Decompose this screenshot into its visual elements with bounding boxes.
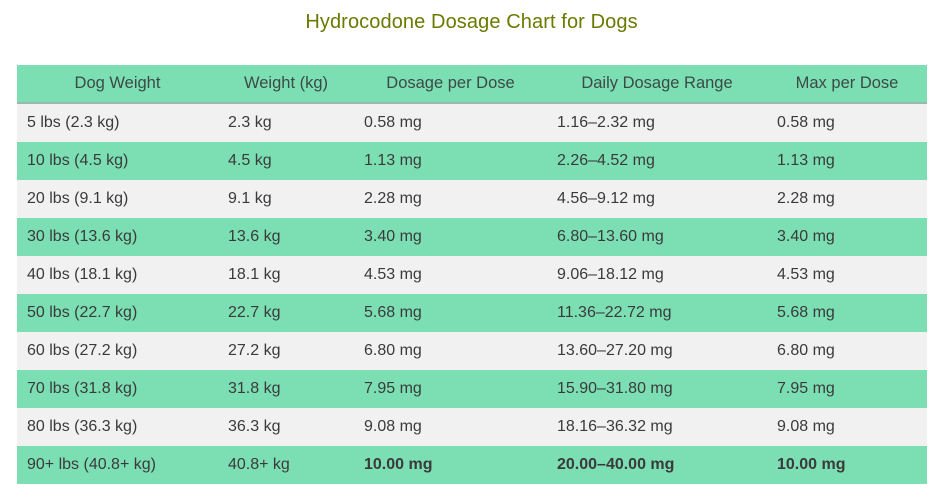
- cell-dosage-per-dose: 9.08 mg: [354, 408, 547, 446]
- cell-weight-kg: 13.6 kg: [218, 218, 354, 256]
- cell-dosage-per-dose: 5.68 mg: [354, 294, 547, 332]
- cell-dog-weight: 30 lbs (13.6 kg): [17, 218, 218, 256]
- cell-daily-dosage-range: 11.36–22.72 mg: [547, 294, 767, 332]
- table-row: 70 lbs (31.8 kg) 31.8 kg 7.95 mg 15.90–31.8…: [17, 370, 927, 408]
- cell-dosage-per-dose: 10.00 mg: [354, 446, 547, 484]
- cell-daily-dosage-range: 20.00–40.00 mg: [547, 446, 767, 484]
- cell-dosage-per-dose: 0.58 mg: [354, 103, 547, 142]
- cell-weight-kg: 31.8 kg: [218, 370, 354, 408]
- cell-dog-weight: 90+ lbs (40.8+ kg): [17, 446, 218, 484]
- table-row: 30 lbs (13.6 kg) 13.6 kg 3.40 mg 6.80–13.60…: [17, 218, 927, 256]
- header-row: Dog Weight Weight (kg) Dosage per Dose D…: [17, 65, 927, 104]
- cell-max-per-dose: 5.68 mg: [767, 294, 927, 332]
- cell-weight-kg: 27.2 kg: [218, 332, 354, 370]
- cell-dog-weight: 40 lbs (18.1 kg): [17, 256, 218, 294]
- cell-daily-dosage-range: 18.16–36.32 mg: [547, 408, 767, 446]
- cell-weight-kg: 2.3 kg: [218, 103, 354, 142]
- cell-max-per-dose: 1.13 mg: [767, 142, 927, 180]
- cell-dog-weight: 50 lbs (22.7 kg): [17, 294, 218, 332]
- dosage-table: Dog Weight Weight (kg) Dosage per Dose D…: [17, 65, 927, 484]
- column-header-max-per-dose: Max per Dose: [767, 65, 927, 104]
- cell-daily-dosage-range: 15.90–31.80 mg: [547, 370, 767, 408]
- cell-weight-kg: 36.3 kg: [218, 408, 354, 446]
- cell-dog-weight: 60 lbs (27.2 kg): [17, 332, 218, 370]
- cell-daily-dosage-range: 2.26–4.52 mg: [547, 142, 767, 180]
- cell-daily-dosage-range: 9.06–18.12 mg: [547, 256, 767, 294]
- column-header-daily-dosage-range: Daily Dosage Range: [547, 65, 767, 104]
- cell-daily-dosage-range: 1.16–2.32 mg: [547, 103, 767, 142]
- table-row: 20 lbs (9.1 kg) 9.1 kg 2.28 mg 4.56–9.12 mg…: [17, 180, 927, 218]
- cell-dog-weight: 70 lbs (31.8 kg): [17, 370, 218, 408]
- cell-dosage-per-dose: 7.95 mg: [354, 370, 547, 408]
- cell-dog-weight: 80 lbs (36.3 kg): [17, 408, 218, 446]
- cell-dosage-per-dose: 6.80 mg: [354, 332, 547, 370]
- cell-weight-kg: 9.1 kg: [218, 180, 354, 218]
- cell-max-per-dose: 3.40 mg: [767, 218, 927, 256]
- cell-daily-dosage-range: 13.60–27.20 mg: [547, 332, 767, 370]
- cell-weight-kg: 18.1 kg: [218, 256, 354, 294]
- cell-dosage-per-dose: 2.28 mg: [354, 180, 547, 218]
- table-header: Dog Weight Weight (kg) Dosage per Dose D…: [17, 65, 927, 104]
- cell-max-per-dose: 6.80 mg: [767, 332, 927, 370]
- table-row: 80 lbs (36.3 kg) 36.3 kg 9.08 mg 18.16–36.3…: [17, 408, 927, 446]
- column-header-weight-kg: Weight (kg): [218, 65, 354, 104]
- cell-max-per-dose: 0.58 mg: [767, 103, 927, 142]
- cell-dosage-per-dose: 3.40 mg: [354, 218, 547, 256]
- table-row: 50 lbs (22.7 kg) 22.7 kg 5.68 mg 11.36–22.7…: [17, 294, 927, 332]
- table-row: 60 lbs (27.2 kg) 27.2 kg 6.80 mg 13.60–27.2…: [17, 332, 927, 370]
- cell-max-per-dose: 2.28 mg: [767, 180, 927, 218]
- cell-max-per-dose: 7.95 mg: [767, 370, 927, 408]
- cell-weight-kg: 22.7 kg: [218, 294, 354, 332]
- table-row: 40 lbs (18.1 kg) 18.1 kg 4.53 mg 9.06–18.12…: [17, 256, 927, 294]
- table-row: 5 lbs (2.3 kg) 2.3 kg 0.58 mg 1.16–2.32 mg 0…: [17, 103, 927, 142]
- cell-max-per-dose: 10.00 mg: [767, 446, 927, 484]
- table-row: 10 lbs (4.5 kg) 4.5 kg 1.13 mg 2.26–4.52 mg…: [17, 142, 927, 180]
- cell-dosage-per-dose: 4.53 mg: [354, 256, 547, 294]
- page-title: Hydrocodone Dosage Chart for Dogs: [305, 11, 638, 33]
- cell-weight-kg: 4.5 kg: [218, 142, 354, 180]
- cell-dog-weight: 20 lbs (9.1 kg): [17, 180, 218, 218]
- table-body: 5 lbs (2.3 kg) 2.3 kg 0.58 mg 1.16–2.32 mg 0…: [17, 103, 927, 484]
- table-row: 90+ lbs (40.8+ kg) 40.8+ kg 10.00 mg 20.00–…: [17, 446, 927, 484]
- cell-daily-dosage-range: 4.56–9.12 mg: [547, 180, 767, 218]
- cell-dosage-per-dose: 1.13 mg: [354, 142, 547, 180]
- cell-dog-weight: 10 lbs (4.5 kg): [17, 142, 218, 180]
- cell-dog-weight: 5 lbs (2.3 kg): [17, 103, 218, 142]
- column-header-dosage-per-dose: Dosage per Dose: [354, 65, 547, 104]
- cell-weight-kg: 40.8+ kg: [218, 446, 354, 484]
- cell-max-per-dose: 9.08 mg: [767, 408, 927, 446]
- cell-daily-dosage-range: 6.80–13.60 mg: [547, 218, 767, 256]
- column-header-dog-weight: Dog Weight: [17, 65, 218, 104]
- cell-max-per-dose: 4.53 mg: [767, 256, 927, 294]
